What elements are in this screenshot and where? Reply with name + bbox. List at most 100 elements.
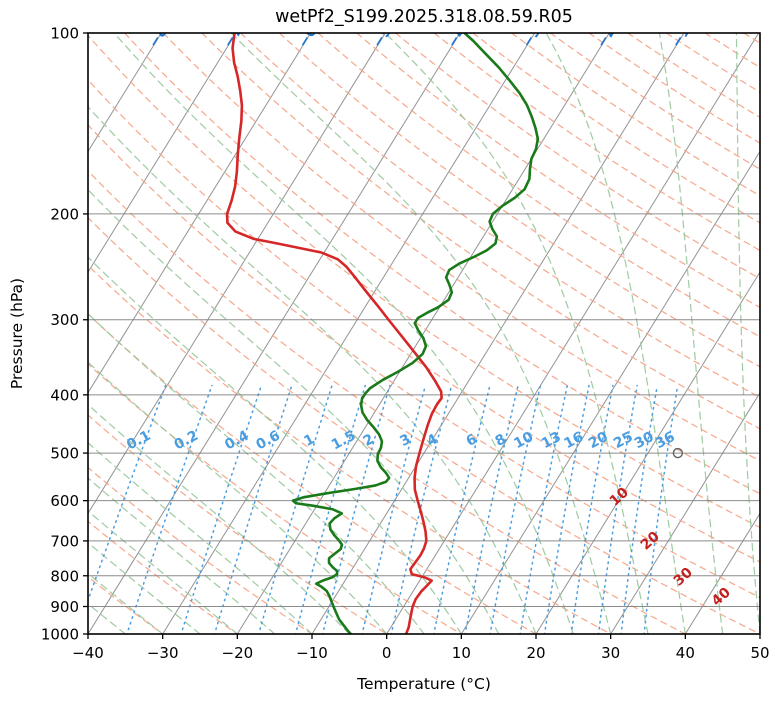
ytick-label-400: 400 bbox=[50, 386, 79, 404]
mixing-ratio-label-36: 36 bbox=[653, 429, 678, 452]
mixing-ratio-label-0.2: 0.2 bbox=[172, 428, 201, 454]
mixing-ratio-label-1.5: 1.5 bbox=[329, 428, 358, 454]
dry-adiabat-0 bbox=[88, 414, 388, 634]
dry-adiabat-110 bbox=[201, 33, 760, 430]
moist-adiabat--10 bbox=[88, 442, 313, 634]
dry-adiabat-label-10: 10 bbox=[607, 484, 632, 509]
dry-adiabat-50 bbox=[88, 170, 760, 634]
mixing-ratio-label-0.6: 0.6 bbox=[254, 428, 283, 454]
isotherm--50 bbox=[88, 33, 386, 515]
isotherm-50 bbox=[759, 633, 760, 634]
dry-adiabat-label-20: 20 bbox=[638, 528, 663, 553]
moist-adiabat-45 bbox=[658, 33, 724, 634]
dry-adiabat-label-30: 30 bbox=[671, 564, 696, 589]
moist-adiabat-0 bbox=[88, 361, 388, 634]
dry-adiabat-130 bbox=[278, 33, 760, 368]
moist-adiabat-40 bbox=[545, 33, 686, 634]
xtick-label--20: −20 bbox=[222, 644, 254, 662]
series-dewpoint bbox=[291, 33, 540, 634]
ytick-label-100: 100 bbox=[50, 25, 79, 43]
ytick-label-800: 800 bbox=[50, 567, 79, 585]
isotherm--40 bbox=[88, 33, 461, 634]
dry-adiabat-label-40: 40 bbox=[709, 584, 734, 609]
moist-adiabat--20 bbox=[88, 510, 238, 634]
mixing-ratio-20 bbox=[570, 384, 614, 634]
moist-adiabat--15 bbox=[88, 477, 276, 634]
plot-area-group: −80 −70 −60 −50 −40 −30 −20 −100.1 0.2 0.4 0.6 1 1.5… bbox=[88, 33, 760, 634]
ytick-label-500: 500 bbox=[50, 445, 79, 463]
dry-adiabat-180 bbox=[472, 33, 760, 224]
parcel-marker bbox=[672, 447, 684, 459]
series-temperature bbox=[225, 33, 443, 634]
ytick-label-200: 200 bbox=[50, 205, 79, 223]
isotherm--30 bbox=[162, 33, 536, 634]
isotherm-0 bbox=[386, 33, 760, 634]
dry-adiabat--10 bbox=[88, 466, 313, 634]
dry-adiabat-140 bbox=[317, 33, 760, 338]
mixing-ratio-label-0.4: 0.4 bbox=[222, 428, 252, 454]
moist-adiabat-20 bbox=[88, 105, 537, 634]
ytick-label-600: 600 bbox=[50, 492, 79, 510]
mixing-ratio-8 bbox=[464, 384, 519, 634]
dry-adiabat-150 bbox=[356, 33, 760, 309]
mixing-ratio-4 bbox=[390, 384, 453, 634]
ytick-label-900: 900 bbox=[50, 598, 79, 616]
moist-adiabat-25 bbox=[113, 33, 574, 634]
dry-adiabat-20 bbox=[88, 313, 537, 634]
xtick-label-40: 40 bbox=[676, 644, 695, 662]
xtick-label-20: 20 bbox=[526, 644, 545, 662]
xtick-label--30: −30 bbox=[147, 644, 179, 662]
isotherm--20 bbox=[236, 33, 610, 634]
mixing-ratio-label-20: 20 bbox=[586, 429, 611, 452]
chart-title: wetPf2_S199.2025.318.08.59.R05 bbox=[275, 7, 573, 27]
mixing-ratio-1 bbox=[257, 384, 333, 634]
y-axis-label: Pressure (hPa) bbox=[8, 278, 26, 389]
mixing-ratio-6 bbox=[433, 384, 491, 634]
mixing-ratio-16 bbox=[543, 384, 590, 634]
mixing-ratio-label-13: 13 bbox=[539, 429, 564, 452]
mixing-ratio-label-10: 10 bbox=[511, 429, 536, 452]
mixing-ratio-10 bbox=[489, 384, 542, 634]
moist-adiabat-5 bbox=[88, 312, 425, 634]
dry-adiabat-70 bbox=[88, 78, 760, 563]
isotherm--10 bbox=[311, 33, 685, 634]
moist-adiabat--5 bbox=[88, 403, 350, 634]
isotherm--70 bbox=[88, 33, 237, 274]
isotherm-30 bbox=[610, 391, 760, 634]
mixing-ratio-30 bbox=[620, 384, 659, 634]
dry-adiabat-90 bbox=[123, 33, 760, 495]
dry-adiabat-60 bbox=[88, 124, 760, 599]
dry-adiabat-30 bbox=[88, 264, 612, 634]
xtick-label-50: 50 bbox=[750, 644, 769, 662]
moist-adiabat-15 bbox=[88, 188, 500, 634]
moist-adiabat--30 bbox=[88, 572, 164, 634]
xtick-label-0: 0 bbox=[382, 644, 392, 662]
isotherm--60 bbox=[88, 33, 312, 394]
plot-frame bbox=[87, 32, 761, 635]
dry-adiabat-10 bbox=[88, 363, 462, 634]
mixing-ratio-1.5 bbox=[294, 384, 367, 634]
dry-adiabat-240 bbox=[704, 33, 760, 69]
mixing-ratio-3 bbox=[361, 384, 427, 634]
ytick-label-700: 700 bbox=[50, 532, 79, 550]
mixing-ratio-label-1: 1 bbox=[301, 431, 317, 450]
isotherm-40 bbox=[684, 512, 760, 634]
dry-adiabat--20 bbox=[88, 520, 238, 634]
isotherm-20 bbox=[535, 271, 760, 634]
mixing-ratio-13 bbox=[519, 384, 569, 634]
ytick-label-300: 300 bbox=[50, 311, 79, 329]
dry-adiabat-120 bbox=[240, 33, 760, 399]
mixing-ratio-label-16: 16 bbox=[561, 429, 586, 452]
xtick-label--40: −40 bbox=[72, 644, 104, 662]
xtick-label-30: 30 bbox=[601, 644, 620, 662]
mixing-ratio-label-4: 4 bbox=[424, 431, 440, 450]
mixing-ratio-0.1 bbox=[88, 384, 167, 603]
mixing-ratio-2 bbox=[321, 384, 391, 634]
mixing-ratio-label-2: 2 bbox=[361, 431, 377, 450]
x-axis-label: Temperature (°C) bbox=[356, 675, 491, 693]
moist-adiabat-30 bbox=[230, 33, 612, 634]
dry-adiabat-80 bbox=[88, 34, 760, 529]
moist-adiabat-10 bbox=[88, 256, 462, 634]
